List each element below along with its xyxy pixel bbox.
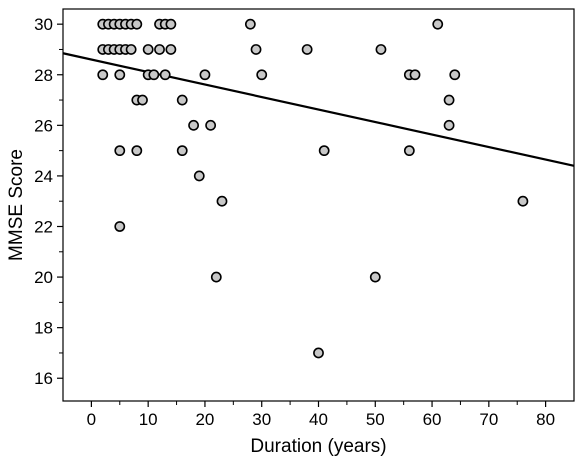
data-point <box>137 94 148 106</box>
y-tick-label: 22 <box>34 217 53 236</box>
data-point <box>216 195 228 207</box>
plot-frame <box>62 8 575 402</box>
y-tick-label: 28 <box>34 66 53 85</box>
y-axis-title: MMSE Score <box>6 149 27 261</box>
data-point <box>318 145 330 157</box>
y-tick-label: 26 <box>34 116 53 135</box>
data-point <box>114 145 126 157</box>
data-point <box>154 44 165 55</box>
data-point <box>131 145 143 157</box>
data-point <box>409 69 421 81</box>
data-point <box>97 69 109 81</box>
data-point <box>142 44 154 55</box>
y-tick-label: 18 <box>34 319 53 338</box>
x-tick-label: 0 <box>87 410 96 429</box>
x-axis-title: Duration (years) <box>250 436 386 457</box>
x-tick-label: 30 <box>252 410 271 429</box>
y-tick-label: 30 <box>34 15 53 34</box>
data-points <box>97 18 529 359</box>
data-point <box>210 271 222 283</box>
data-point <box>375 44 387 55</box>
x-tick-label: 40 <box>309 410 328 429</box>
data-point <box>403 145 415 157</box>
data-point <box>159 69 171 81</box>
x-tick-label: 60 <box>423 410 442 429</box>
data-point <box>125 44 137 55</box>
y-tick-label: 24 <box>34 167 53 186</box>
data-point <box>432 18 444 30</box>
x-axis-ticks: 0 10 20 30 40 50 60 70 80 <box>87 401 555 429</box>
data-point <box>205 119 217 131</box>
data-point <box>313 347 324 359</box>
data-point <box>443 94 455 106</box>
data-point <box>244 18 256 30</box>
x-tick-label: 80 <box>536 410 555 429</box>
data-point <box>114 221 126 232</box>
data-point <box>193 170 205 182</box>
data-point <box>449 69 461 81</box>
y-tick-label: 20 <box>34 268 53 287</box>
data-point <box>176 145 188 157</box>
data-point <box>188 119 199 131</box>
x-tick-label: 70 <box>479 410 498 429</box>
x-tick-label: 50 <box>366 410 385 429</box>
data-point <box>369 271 381 283</box>
data-point <box>199 69 211 81</box>
data-point <box>176 94 188 106</box>
data-point <box>165 44 177 55</box>
x-tick-label: 10 <box>139 410 158 429</box>
data-point <box>443 119 455 131</box>
y-axis-ticks: 16 18 20 22 24 26 28 30 <box>34 15 63 388</box>
data-point <box>131 18 143 30</box>
data-point <box>517 195 529 207</box>
data-point <box>301 44 313 55</box>
y-tick-label: 16 <box>34 369 53 388</box>
data-point <box>148 69 160 81</box>
x-tick-label: 20 <box>195 410 214 429</box>
data-point <box>256 69 268 81</box>
data-point <box>165 18 177 30</box>
data-point <box>114 69 126 81</box>
data-point <box>250 44 262 55</box>
